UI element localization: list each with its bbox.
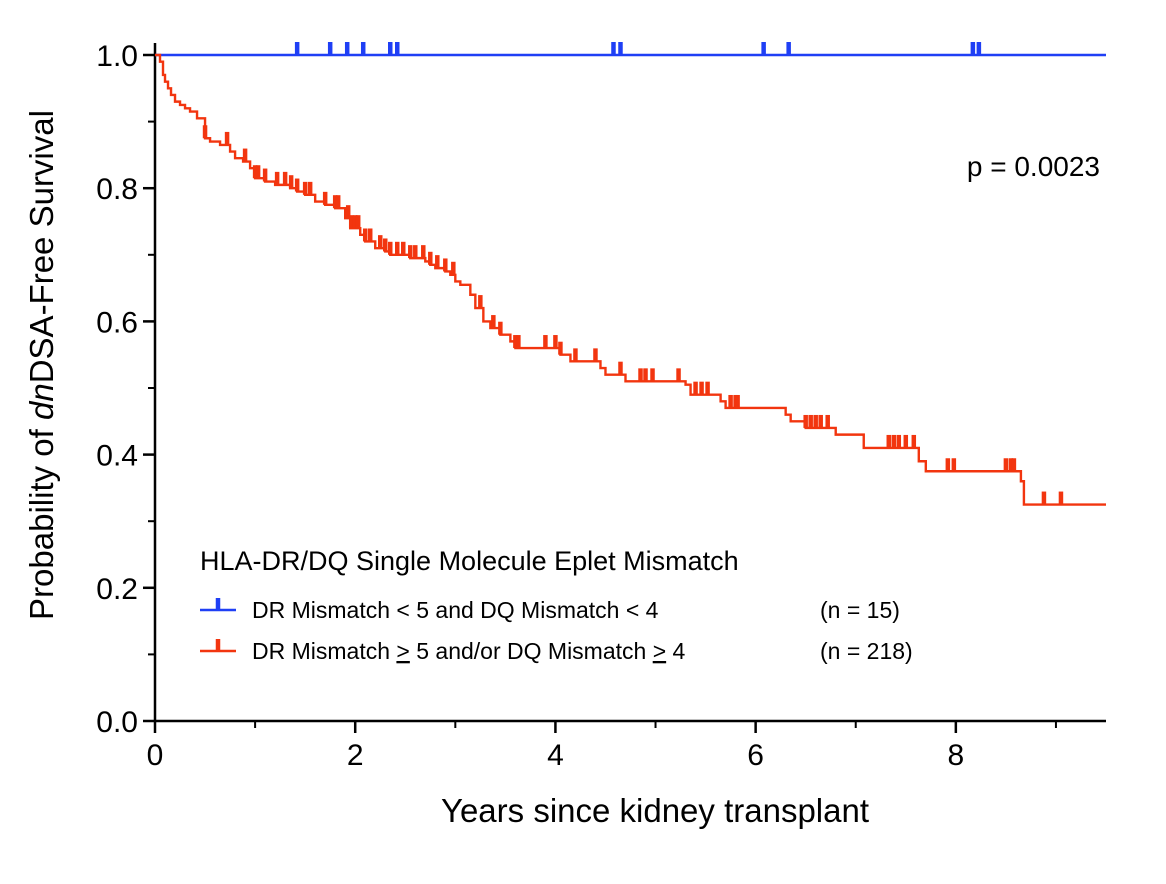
legend-entry-low-mismatch: DR Mismatch < 5 and DQ Mismatch < 4 (n =… [200,597,900,623]
series-layer [155,42,1106,506]
legend-title: HLA-DR/DQ Single Molecule Eplet Mismatch [200,546,739,576]
x-tick-label: 6 [747,739,764,772]
legend-label-low-mismatch: DR Mismatch < 5 and DQ Mismatch < 4 [252,597,659,623]
y-tick-label: 1.0 [96,40,138,73]
x-tick-label: 8 [947,739,964,772]
y-tick-label: 0.6 [96,306,138,339]
y-tick-label: 0.2 [96,573,138,606]
legend-n-high-mismatch: (n = 218) [820,638,913,664]
legend-label-high-mismatch: DR Mismatch > 5 and/or DQ Mismatch > 4 [252,638,686,664]
x-axis-title: Years since kidney transplant [441,792,869,829]
legend: HLA-DR/DQ Single Molecule Eplet Mismatch… [200,546,913,664]
x-tick-label: 4 [547,739,564,772]
y-tick-label: 0.8 [96,173,138,206]
x-tick-label: 0 [147,739,164,772]
y-tick-label: 0.0 [96,706,138,739]
series-line-1 [155,53,1106,506]
x-tick-label: 2 [347,739,364,772]
legend-entry-high-mismatch: DR Mismatch > 5 and/or DQ Mismatch > 4 (… [200,638,913,664]
p-value-annotation: p = 0.0023 [967,151,1100,182]
y-tick-label: 0.4 [96,440,138,473]
legend-swatch-blue [200,598,236,612]
legend-swatch-red [200,639,236,653]
axes: 0.0 0.2 0.4 0.6 0.8 1.0 0 2 4 6 8 [96,40,1106,772]
legend-n-low-mismatch: (n = 15) [820,597,900,623]
y-axis-title: Probability of dnDSA-Free Survival [23,110,60,620]
